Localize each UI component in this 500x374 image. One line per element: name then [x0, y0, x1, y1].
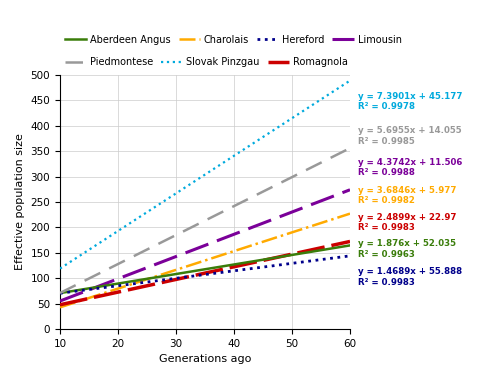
Text: y = 2.4899x + 22.97
R² = 0.9983: y = 2.4899x + 22.97 R² = 0.9983	[358, 212, 456, 232]
Text: y = 7.3901x + 45.177
R² = 0.9978: y = 7.3901x + 45.177 R² = 0.9978	[358, 92, 462, 111]
X-axis label: Generations ago: Generations ago	[159, 355, 251, 364]
Text: y = 4.3742x + 11.506
R² = 0.9988: y = 4.3742x + 11.506 R² = 0.9988	[358, 158, 462, 177]
Legend: Piedmontese, Slovak Pinzgau, Romagnola: Piedmontese, Slovak Pinzgau, Romagnola	[65, 57, 348, 67]
Text: y = 5.6955x + 14.055
R² = 0.9985: y = 5.6955x + 14.055 R² = 0.9985	[358, 126, 461, 145]
Text: y = 1.876x + 52.035
R² = 0.9963: y = 1.876x + 52.035 R² = 0.9963	[358, 239, 456, 259]
Text: y = 1.4689x + 55.888
R² = 0.9983: y = 1.4689x + 55.888 R² = 0.9983	[358, 267, 462, 287]
Y-axis label: Effective population size: Effective population size	[15, 134, 25, 270]
Text: y = 3.6846x + 5.977
R² = 0.9982: y = 3.6846x + 5.977 R² = 0.9982	[358, 186, 456, 205]
